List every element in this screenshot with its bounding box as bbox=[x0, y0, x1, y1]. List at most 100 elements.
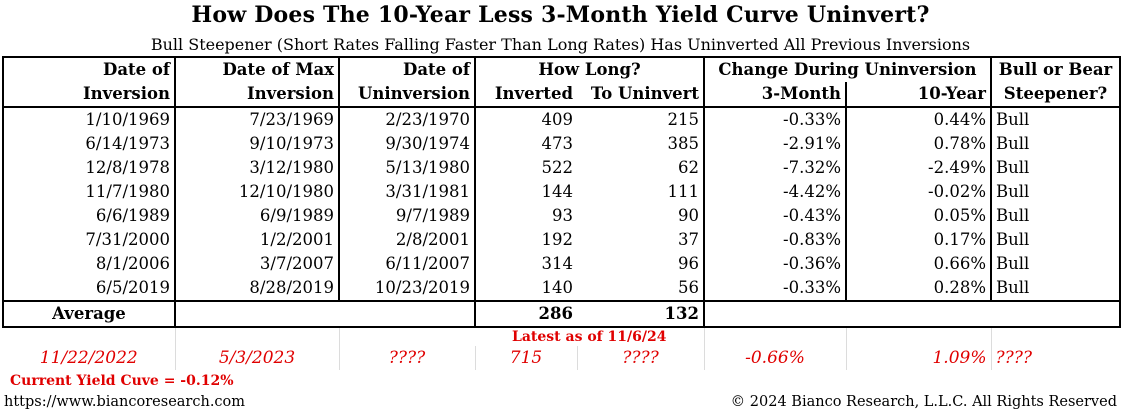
cell-date-of-inversion: 12/8/1978 bbox=[2, 156, 175, 180]
cell-days-to-uninvert: 37 bbox=[577, 228, 705, 252]
cell-days-to-uninvert: 56 bbox=[577, 276, 705, 302]
average-empty-cell bbox=[704, 301, 846, 328]
header-change-during-uninversion: Change During Uninversion bbox=[704, 56, 992, 82]
latest-empty-cell bbox=[174, 327, 339, 346]
header-row-1: Date of Date of Max Date of How Long? Ch… bbox=[2, 56, 1121, 82]
cell-date-of-uninversion: 10/23/2019 bbox=[338, 276, 475, 302]
cell-change-3-month: -0.33% bbox=[704, 107, 847, 132]
header-date-of-uninversion-1: Date of bbox=[338, 56, 475, 82]
cell-days-inverted: 93 bbox=[474, 204, 577, 228]
cell-change-10-year: -0.02% bbox=[846, 180, 992, 204]
latest-empty-cell bbox=[338, 327, 475, 346]
cell-date-of-uninversion: 9/30/1974 bbox=[338, 132, 475, 156]
cell-days-to-uninvert: 111 bbox=[577, 180, 705, 204]
cell-change-10-year: 0.66% bbox=[846, 252, 992, 276]
cell-date-of-max-inversion: 12/10/1980 bbox=[174, 180, 339, 204]
cell-change-10-year: 0.44% bbox=[846, 107, 992, 132]
current-date-of-uninversion: ???? bbox=[338, 346, 475, 370]
cell-change-3-month: -0.33% bbox=[704, 276, 847, 302]
cell-steepener-type: Bull bbox=[991, 276, 1121, 302]
latest-as-of-label: Latest as of 11/6/24 bbox=[511, 329, 667, 345]
header-how-long: How Long? bbox=[474, 56, 705, 82]
cell-days-inverted: 314 bbox=[474, 252, 577, 276]
cell-date-of-max-inversion: 7/23/1969 bbox=[174, 107, 339, 132]
latest-empty-cell bbox=[703, 327, 846, 346]
header-3-month: 3-Month bbox=[704, 82, 847, 108]
header-inversion: Inversion bbox=[2, 82, 175, 108]
header-row-2: Inversion Inversion Uninversion Inverted… bbox=[2, 82, 1121, 108]
cell-steepener-type: Bull bbox=[991, 156, 1121, 180]
cell-date-of-uninversion: 5/13/1980 bbox=[338, 156, 475, 180]
average-to-uninvert: 132 bbox=[577, 301, 705, 328]
source-url: https://www.biancoresearch.com bbox=[4, 394, 246, 410]
header-max-inversion: Inversion bbox=[174, 82, 339, 108]
average-empty-cell bbox=[339, 301, 475, 328]
yield-curve-table: Date of Date of Max Date of How Long? Ch… bbox=[2, 56, 1121, 370]
average-label: Average bbox=[2, 301, 175, 328]
current-steepener-type: ???? bbox=[990, 346, 1120, 370]
average-empty-cell bbox=[991, 301, 1121, 328]
current-row: 11/22/2022 5/3/2023???? 715???? -0.66% 1.09%… bbox=[3, 346, 1120, 370]
cell-days-to-uninvert: 90 bbox=[577, 204, 705, 228]
table-row: 6/5/2019 8/28/2019 10/23/2019 140 56 -0.33% 0.… bbox=[2, 276, 1121, 302]
cell-steepener-type: Bull bbox=[991, 228, 1121, 252]
average-row: Average 286 132 bbox=[2, 301, 1121, 328]
cell-change-10-year: 0.78% bbox=[846, 132, 992, 156]
cell-date-of-inversion: 11/7/1980 bbox=[2, 180, 175, 204]
table-row: 8/1/2006 3/7/2007 6/11/2007 314 96 -0.36% 0.66… bbox=[2, 252, 1121, 276]
cell-change-3-month: -7.32% bbox=[704, 156, 847, 180]
cell-date-of-max-inversion: 3/12/1980 bbox=[174, 156, 339, 180]
header-10-year: 10-Year bbox=[846, 82, 992, 108]
cell-days-inverted: 473 bbox=[474, 132, 577, 156]
cell-date-of-inversion: 6/14/1973 bbox=[2, 132, 175, 156]
cell-days-inverted: 522 bbox=[474, 156, 577, 180]
current-days-to-uninvert: ???? bbox=[576, 346, 704, 370]
header-date-of-inversion-1: Date of bbox=[2, 56, 175, 82]
cell-date-of-inversion: 8/1/2006 bbox=[2, 252, 175, 276]
cell-days-to-uninvert: 385 bbox=[577, 132, 705, 156]
cell-date-of-inversion: 1/10/1969 bbox=[2, 107, 175, 132]
cell-change-3-month: -0.43% bbox=[704, 204, 847, 228]
cell-change-10-year: 0.05% bbox=[846, 204, 992, 228]
header-steepener: Steepener? bbox=[991, 82, 1121, 108]
cell-steepener-type: Bull bbox=[991, 180, 1121, 204]
cell-change-3-month: -4.42% bbox=[704, 180, 847, 204]
cell-days-to-uninvert: 215 bbox=[577, 107, 705, 132]
header-uninversion: Uninversion bbox=[338, 82, 475, 108]
current-yield-curve: Current Yield Cuve = -0.12% bbox=[10, 373, 234, 389]
cell-days-inverted: 192 bbox=[474, 228, 577, 252]
cell-change-10-year: 0.28% bbox=[846, 276, 992, 302]
cell-date-of-max-inversion: 9/10/1973 bbox=[174, 132, 339, 156]
current-date-of-inversion: 11/22/2022 bbox=[39, 348, 138, 368]
average-empty-cell bbox=[174, 301, 339, 328]
table-row: 6/6/1989 6/9/1989 9/7/1989 93 90 -0.43% 0.05% B… bbox=[2, 204, 1121, 228]
cell-date-of-uninversion: 3/31/1981 bbox=[338, 180, 475, 204]
cell-date-of-inversion: 6/6/1989 bbox=[2, 204, 175, 228]
table-row: 1/10/1969 7/23/1969 2/23/1970 409 215 -0.33% 0… bbox=[2, 107, 1121, 132]
cell-date-of-max-inversion: 6/9/1989 bbox=[174, 204, 339, 228]
cell-change-10-year: -2.49% bbox=[846, 156, 992, 180]
cell-date-of-uninversion: 2/8/2001 bbox=[338, 228, 475, 252]
cell-date-of-inversion: 7/31/2000 bbox=[2, 228, 175, 252]
cell-date-of-max-inversion: 8/28/2019 bbox=[174, 276, 339, 302]
cell-date-of-inversion: 6/5/2019 bbox=[2, 276, 175, 302]
cell-days-to-uninvert: 96 bbox=[577, 252, 705, 276]
cell-change-10-year: 0.17% bbox=[846, 228, 992, 252]
table-row: 12/8/1978 3/12/1980 5/13/1980 522 62 -7.32% -2… bbox=[2, 156, 1121, 180]
cell-date-of-max-inversion: 3/7/2007 bbox=[174, 252, 339, 276]
cell-steepener-type: Bull bbox=[991, 252, 1121, 276]
average-empty-cell bbox=[846, 301, 991, 328]
average-inverted: 286 bbox=[474, 301, 577, 328]
header-to-uninvert: To Uninvert bbox=[577, 82, 705, 108]
chart-subtitle: Bull Steepener (Short Rates Falling Fast… bbox=[150, 35, 971, 54]
cell-date-of-uninversion: 9/7/1989 bbox=[338, 204, 475, 228]
current-change-3-month: -0.66% bbox=[703, 346, 846, 370]
cell-days-to-uninvert: 62 bbox=[577, 156, 705, 180]
header-date-of-max-1: Date of Max bbox=[174, 56, 339, 82]
header-bull-or-bear: Bull or Bear bbox=[991, 56, 1121, 82]
cell-change-3-month: -0.83% bbox=[704, 228, 847, 252]
cell-change-3-month: -0.36% bbox=[704, 252, 847, 276]
cell-steepener-type: Bull bbox=[991, 204, 1121, 228]
cell-steepener-type: Bull bbox=[991, 132, 1121, 156]
chart-title: How Does The 10-Year Less 3-Month Yield … bbox=[191, 2, 930, 28]
